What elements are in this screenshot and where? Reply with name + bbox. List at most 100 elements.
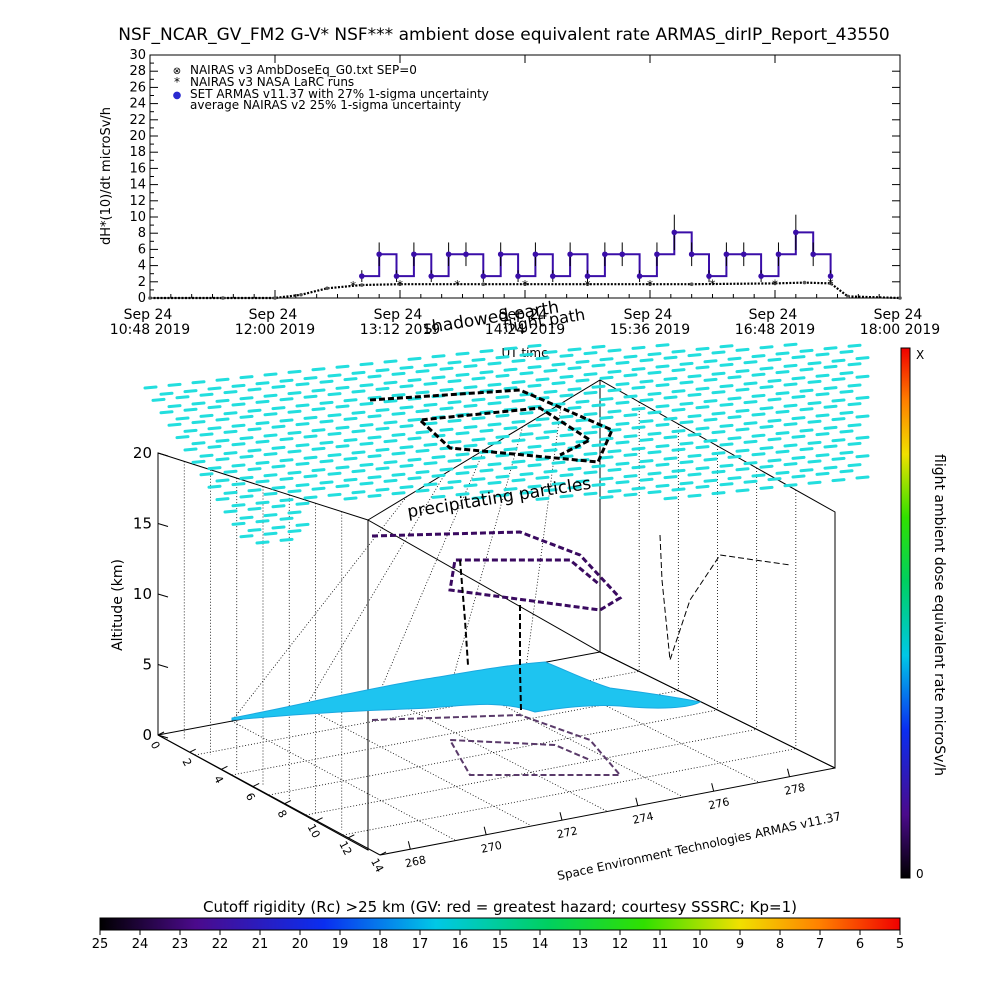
rigidity-dash — [519, 371, 534, 376]
rigidity-dash — [463, 364, 478, 369]
rigidity-dash — [479, 468, 494, 473]
rigidity-dash — [159, 410, 174, 415]
rigidity-dash — [639, 419, 654, 424]
rigidity-dash — [303, 394, 318, 399]
y-tick-label: 30 — [129, 48, 146, 63]
rigidity-dash — [559, 353, 574, 358]
rigidity-dash — [527, 343, 542, 348]
rigidity-dash — [287, 510, 302, 515]
rigidity-dash — [511, 459, 526, 464]
rigidity-dash — [543, 448, 558, 453]
rigidity-dash — [783, 483, 798, 488]
rigidity-dash — [239, 396, 254, 401]
rigidity-dash — [471, 397, 486, 402]
rigidity-dash — [439, 366, 454, 371]
rigidity-dash — [855, 356, 870, 361]
rigidity-dash — [751, 412, 766, 417]
rigidity-dash — [831, 438, 846, 443]
rigidity-dash — [655, 483, 670, 488]
rigidity-dash — [431, 494, 446, 499]
rigidity-dash — [247, 408, 262, 413]
y-tick-label: 12 — [129, 194, 146, 209]
rigidity-dash — [583, 372, 598, 377]
rigidity-dash — [639, 358, 654, 363]
floor-grid-line — [342, 748, 796, 836]
rigidity-dash — [263, 452, 278, 457]
rigidity-dash — [367, 414, 382, 419]
rigidity-dash — [591, 443, 606, 448]
x-tick-label-date: Sep 24 — [874, 307, 923, 323]
series-armas-point — [740, 251, 747, 258]
rigidity-dash — [679, 460, 694, 465]
series-armas-point — [515, 273, 521, 279]
rigidity-dash — [351, 389, 366, 394]
rigidity-dash — [367, 435, 382, 440]
rigidity-dash — [503, 346, 518, 351]
rigidity-dash — [423, 363, 438, 368]
rigidity-dash — [815, 373, 830, 378]
rigidity-dash — [391, 432, 406, 437]
rigidity-dash — [231, 442, 246, 447]
rigidity-dash — [799, 428, 814, 433]
rigidity-dash — [775, 370, 790, 375]
rigidity-dash — [279, 397, 294, 402]
rigidity-dash — [271, 485, 286, 490]
rigidity-dash — [799, 388, 814, 393]
rigidity-dash — [239, 475, 254, 480]
rigidity-dash — [207, 484, 222, 489]
series-nairas-sep0-point — [325, 286, 329, 291]
rigidity-dash — [487, 480, 502, 485]
rigidity-dash — [463, 403, 478, 408]
rigidity-dash — [399, 405, 414, 410]
rigidity-dash — [263, 513, 278, 518]
rigidity-dash — [759, 446, 774, 451]
rigidity-dash — [511, 438, 526, 443]
x-tick-label-time: 12:00 2019 — [235, 322, 315, 338]
rigidity-dash — [255, 439, 270, 444]
rigidity-dash — [391, 451, 406, 456]
rigidity-dash — [191, 459, 206, 464]
rigidity-dash — [839, 429, 854, 434]
rigidity-dash — [615, 400, 630, 405]
rigidity-dash — [231, 521, 246, 526]
rigidity-dash — [287, 409, 302, 414]
altitude-tick-label: 0 — [142, 726, 152, 744]
rigidity-dash — [631, 465, 646, 470]
rigidity-dash — [703, 399, 718, 404]
rigidity-dash — [255, 519, 270, 524]
rigidity-dash — [383, 478, 398, 483]
rigidity-dash — [447, 458, 462, 463]
rigidity-tick-label: 16 — [452, 937, 469, 952]
rigidity-dash — [655, 364, 670, 369]
rigidity-dash — [439, 406, 454, 411]
rigidity-dash — [247, 427, 262, 432]
rigidity-dash — [327, 373, 342, 378]
rigidity-dash — [639, 459, 654, 464]
rigidity-dash — [295, 422, 310, 427]
rigidity-dash — [295, 403, 310, 408]
lon-tick-mark — [787, 768, 790, 777]
rigidity-dash — [471, 495, 486, 500]
dose-colorbar-bottom-label: 0 — [916, 867, 924, 881]
rigidity-dash — [823, 404, 838, 409]
rigidity-dash — [231, 402, 246, 407]
rigidity-dash — [695, 386, 710, 391]
rigidity-dash — [415, 470, 430, 475]
rigidity-dash — [831, 377, 846, 382]
rigidity-dash — [431, 354, 446, 359]
rigidity-dash — [215, 457, 230, 462]
rigidity-dash — [255, 381, 270, 386]
rigidity-dash — [287, 529, 302, 534]
rigidity-dash — [759, 345, 774, 350]
rigidity-dash — [479, 489, 494, 494]
rigidity-dash — [631, 425, 646, 430]
rigidity-dash — [423, 482, 438, 487]
rigidity-dash — [743, 439, 758, 444]
rigidity-dash — [831, 398, 846, 403]
rigidity-dash — [759, 485, 774, 490]
rigidity-dash — [663, 435, 678, 440]
rigidity-dash — [343, 416, 358, 421]
rigidity-dash — [343, 477, 358, 482]
rigidity-dash — [463, 443, 478, 448]
